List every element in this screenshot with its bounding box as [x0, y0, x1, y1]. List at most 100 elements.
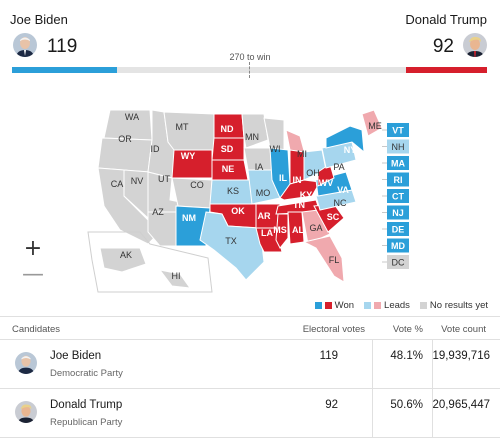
- state-ny[interactable]: [325, 125, 365, 154]
- small-state-label-de: DE: [392, 225, 405, 235]
- biden-row-avatar: [15, 352, 37, 374]
- state-label-la: LA: [261, 228, 273, 238]
- electoral-map[interactable]: WA OR CA NV ID MT WY UT AZ CO NM ND SD NE KS OK TX MN IA MO…: [0, 95, 500, 295]
- small-state-label-nj: NJ: [392, 208, 404, 218]
- state-label-ky: KY: [300, 190, 313, 200]
- state-label-mi: MI: [297, 149, 307, 159]
- legend-dem-won-swatch: [314, 302, 322, 309]
- state-label-nm: NM: [182, 213, 196, 223]
- candidate-name: Donald Trump: [50, 399, 123, 411]
- state-label-az: AZ: [152, 207, 164, 217]
- state-label-me: ME: [368, 121, 382, 131]
- small-state-box-nh[interactable]: [387, 139, 409, 154]
- state-label-fl: FL: [329, 255, 340, 265]
- legend-won: Won: [314, 300, 355, 311]
- state-label-ar: AR: [258, 211, 271, 221]
- state-label-mn: MN: [245, 132, 259, 142]
- zoom-out-button[interactable]: —: [19, 262, 47, 288]
- state-label-tx: TX: [225, 236, 237, 246]
- state-label-al: AL: [292, 225, 304, 235]
- state-label-nd: ND: [221, 124, 234, 134]
- state-mt[interactable]: [163, 111, 215, 151]
- small-state-label-nh: NH: [392, 142, 405, 152]
- state-label-wv: WV: [319, 178, 334, 188]
- state-label-id: ID: [151, 144, 161, 154]
- legend-dem-lead-swatch: [364, 302, 372, 309]
- state-label-wa: WA: [125, 112, 139, 122]
- inset-layer: [87, 231, 213, 293]
- state-label-or: OR: [118, 134, 132, 144]
- state-label-nv: NV: [131, 176, 144, 186]
- small-state-box-ct[interactable]: [387, 189, 409, 203]
- state-la[interactable]: [255, 227, 283, 253]
- results-table: Candidates Electoral votes Vote % Vote c…: [0, 316, 500, 438]
- candidate-vote-pct: 50.6%: [390, 399, 423, 411]
- state-ga[interactable]: [301, 209, 331, 245]
- column-divider: [372, 340, 373, 438]
- table-row-trump: Donald Trump Republican Party 92 50.6% 2…: [0, 389, 500, 438]
- candidate-vote-pct: 48.1%: [390, 350, 423, 362]
- state-label-pa: PA: [333, 162, 344, 172]
- small-state-box-md[interactable]: [387, 238, 409, 253]
- state-label-ut: UT: [158, 174, 170, 184]
- state-label-nc: NC: [334, 198, 347, 208]
- small-state-label-vt: VT: [392, 126, 404, 136]
- small-state-box-ri[interactable]: [387, 172, 409, 187]
- header-electoral-votes: Electoral votes: [302, 324, 365, 335]
- state-ak[interactable]: [99, 247, 147, 273]
- trump-avatar: [463, 33, 487, 57]
- state-label-ia: IA: [255, 162, 264, 172]
- state-az[interactable]: [147, 211, 179, 247]
- state-ms[interactable]: [275, 213, 289, 249]
- legend-rep-won-swatch: [324, 302, 332, 309]
- state-shapes: [97, 109, 383, 289]
- state-label-oh: OH: [306, 168, 320, 178]
- state-label-co: CO: [190, 180, 204, 190]
- state-label-wi: WI: [270, 144, 281, 154]
- candidate-electoral-votes: 119: [319, 350, 338, 362]
- small-state-label-ri: RI: [394, 175, 403, 185]
- small-state-label-ct: CT: [392, 192, 404, 202]
- state-label-mo: MO: [256, 188, 271, 198]
- state-label-sc: SC: [327, 212, 340, 222]
- small-state-boxes: VT NH MA RI CT NJ DE MD DC: [382, 123, 409, 269]
- state-me[interactable]: [361, 109, 383, 137]
- trump-name: Donald Trump: [405, 12, 487, 27]
- candidate-name: Joe Biden: [50, 350, 102, 362]
- zoom-in-button[interactable]: +: [19, 236, 47, 262]
- legend-won-label: Won: [334, 300, 355, 311]
- state-label-ms: MS: [273, 225, 287, 235]
- legend-leads-label: Leads: [384, 300, 410, 311]
- state-label-ok: OK: [231, 206, 245, 216]
- state-label-hi: HI: [172, 271, 181, 281]
- state-hi[interactable]: [158, 269, 192, 289]
- small-state-box-nj[interactable]: [387, 205, 409, 220]
- candidate-party: Democratic Party: [50, 368, 123, 379]
- small-state-box-de[interactable]: [387, 222, 409, 236]
- threshold-marker: [249, 62, 250, 78]
- candidate-party: Republican Party: [50, 417, 123, 428]
- state-label-ny: NY: [344, 145, 357, 155]
- state-label-in: IN: [293, 175, 302, 185]
- state-mn[interactable]: [241, 113, 269, 149]
- table-row-biden: Joe Biden Democratic Party 119 48.1% 19,…: [0, 340, 500, 389]
- trump-progress-fill: [405, 67, 487, 73]
- state-label-mt: MT: [176, 122, 189, 132]
- legend-leads: Leads: [364, 300, 410, 311]
- threshold-label: 270 to win: [229, 52, 271, 62]
- state-fl[interactable]: [302, 235, 345, 283]
- state-label-ks: KS: [227, 186, 239, 196]
- small-state-box-vt[interactable]: [387, 123, 409, 137]
- state-label-va: VA: [337, 185, 349, 195]
- state-label-ne: NE: [222, 164, 235, 174]
- legend-rep-lead-swatch: [374, 302, 382, 309]
- state-label-tn: TN: [293, 200, 305, 210]
- trump-electoral-votes: 92: [432, 36, 454, 57]
- state-tx[interactable]: [199, 211, 265, 281]
- map-legend: Won Leads No results yet: [314, 300, 488, 311]
- small-state-label-md: MD: [391, 241, 405, 251]
- small-state-label-dc: DC: [392, 258, 405, 268]
- small-state-box-ma[interactable]: [387, 156, 409, 170]
- header-vote-pct: Vote %: [392, 324, 423, 335]
- small-state-box-dc[interactable]: [387, 255, 409, 269]
